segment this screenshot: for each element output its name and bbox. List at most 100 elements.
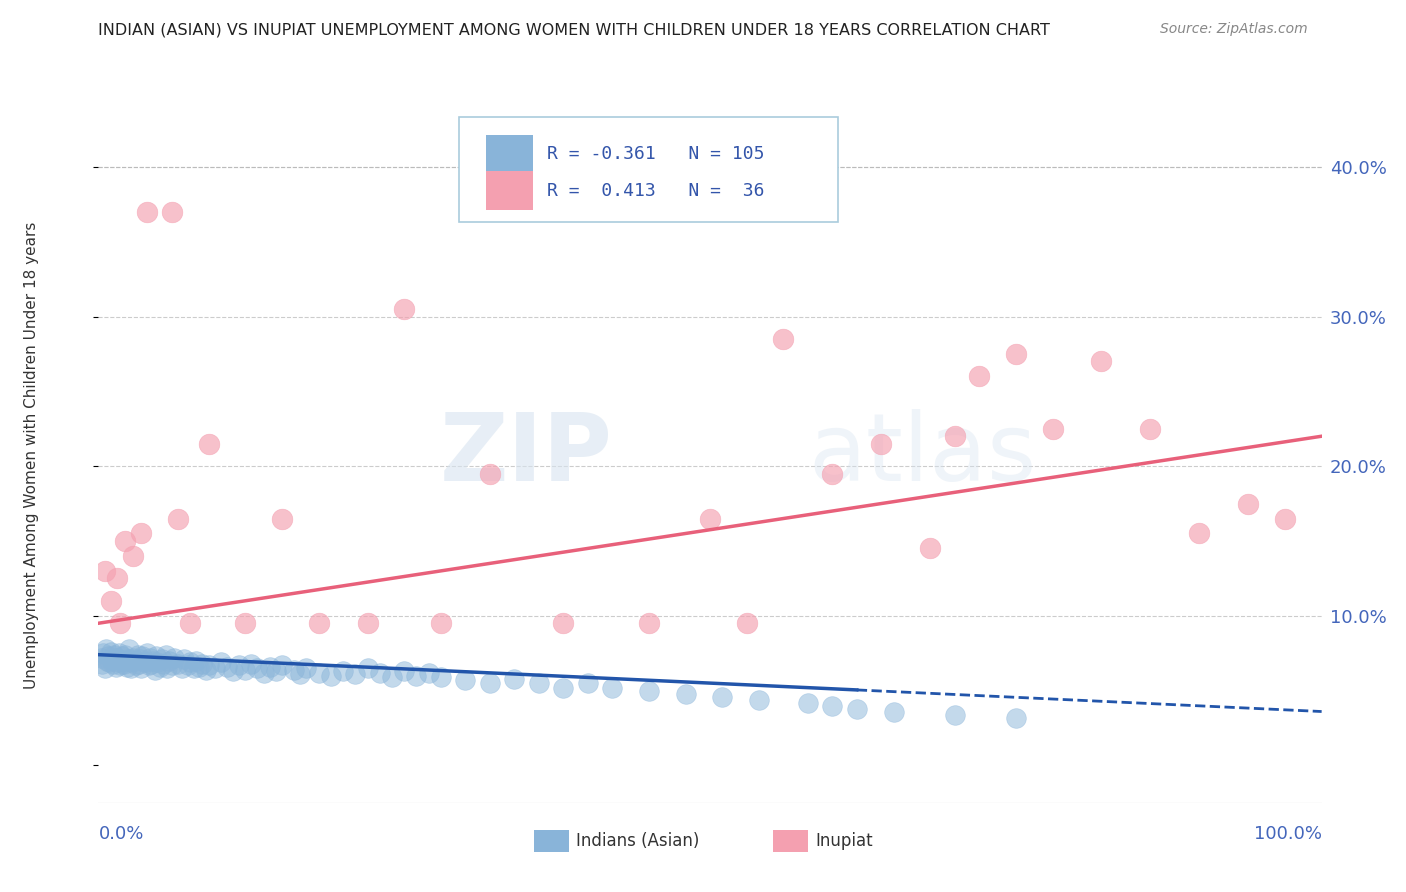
Point: [163, 650, 186, 665]
Point: [943, 707, 966, 722]
FancyBboxPatch shape: [460, 118, 838, 222]
Point: [699, 511, 721, 525]
Point: [97, 649, 120, 664]
Point: [179, 655, 201, 669]
Point: [430, 670, 453, 684]
Point: [186, 654, 208, 668]
Point: [146, 655, 169, 669]
Point: [195, 663, 218, 677]
Point: [870, 436, 893, 450]
Text: R = -0.361   N = 105: R = -0.361 N = 105: [547, 145, 765, 162]
Point: [821, 467, 844, 481]
Point: [107, 655, 129, 669]
Point: [183, 661, 205, 675]
Text: atlas: atlas: [808, 409, 1036, 501]
Point: [101, 657, 124, 671]
Point: [240, 657, 263, 671]
Point: [167, 657, 190, 671]
Point: [139, 657, 162, 671]
Point: [136, 646, 159, 660]
Point: [138, 658, 160, 673]
Point: [576, 676, 599, 690]
Point: [553, 681, 575, 695]
Point: [883, 705, 905, 719]
Point: [1042, 422, 1064, 436]
Point: [129, 526, 152, 541]
Point: [142, 654, 165, 668]
Text: Unemployment Among Women with Children Under 18 years: Unemployment Among Women with Children U…: [24, 221, 38, 689]
Point: [233, 663, 256, 677]
Point: [145, 649, 167, 664]
Point: [308, 665, 330, 680]
Point: [418, 665, 440, 680]
Point: [943, 429, 966, 443]
Point: [283, 663, 305, 677]
Point: [136, 204, 159, 219]
Point: [177, 658, 200, 673]
Point: [553, 616, 575, 631]
Point: [270, 658, 294, 673]
Point: [129, 652, 152, 666]
Point: [129, 661, 152, 675]
Text: 100.0%: 100.0%: [1254, 825, 1322, 843]
Point: [197, 436, 219, 450]
Point: [110, 616, 132, 631]
Point: [90, 650, 112, 665]
Point: [124, 654, 146, 668]
Point: [152, 657, 174, 671]
Point: [111, 654, 134, 668]
Text: ZIP: ZIP: [439, 409, 612, 501]
Point: [1188, 526, 1211, 541]
Point: [96, 654, 118, 668]
Point: [114, 533, 136, 548]
Point: [94, 641, 117, 656]
Point: [131, 649, 153, 664]
Point: [215, 659, 238, 673]
Point: [228, 658, 250, 673]
Point: [120, 655, 142, 669]
Point: [772, 332, 794, 346]
Point: [405, 668, 427, 682]
Point: [392, 301, 416, 316]
Point: [149, 659, 172, 673]
Text: Indians (Asian): Indians (Asian): [576, 832, 700, 850]
Point: [1237, 497, 1260, 511]
Point: [105, 650, 128, 665]
Point: [101, 652, 124, 666]
Point: [121, 549, 143, 563]
Point: [368, 665, 391, 680]
Point: [112, 657, 135, 671]
Point: [110, 658, 132, 673]
Point: [344, 667, 367, 681]
Point: [160, 658, 183, 673]
Point: [134, 655, 156, 669]
Point: [430, 616, 453, 631]
Point: [797, 696, 820, 710]
Point: [381, 670, 404, 684]
Point: [105, 571, 128, 585]
Point: [1274, 511, 1296, 525]
Point: [748, 692, 770, 706]
Point: [478, 676, 501, 690]
Point: [197, 658, 219, 673]
Point: [127, 648, 149, 662]
Point: [150, 652, 173, 666]
Point: [638, 683, 661, 698]
Point: [91, 646, 114, 660]
Point: [209, 655, 232, 669]
Point: [308, 616, 330, 631]
Point: [91, 657, 114, 671]
Point: [117, 652, 139, 666]
Point: [157, 654, 180, 668]
Point: [638, 616, 661, 631]
Point: [167, 511, 190, 525]
Point: [332, 664, 354, 678]
Point: [118, 641, 141, 656]
Point: [98, 655, 121, 669]
Point: [160, 204, 183, 219]
Point: [187, 659, 209, 673]
Point: [295, 661, 318, 675]
Point: [478, 467, 501, 481]
Point: [233, 616, 256, 631]
Point: [290, 667, 312, 681]
